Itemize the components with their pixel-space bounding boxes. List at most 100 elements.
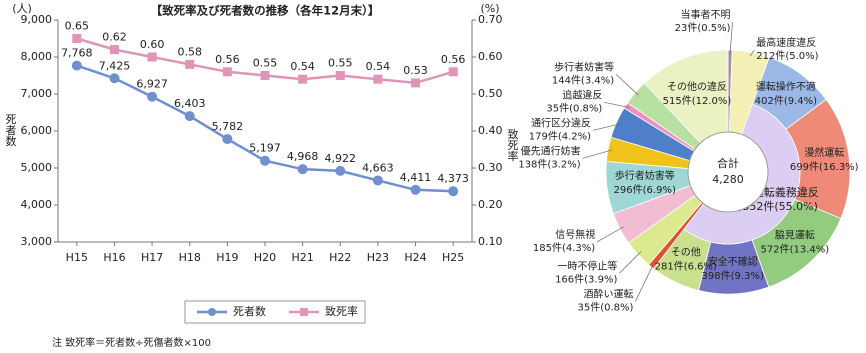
value-label: 0.54	[366, 60, 391, 73]
value-label: 5,197	[249, 142, 281, 155]
marker	[373, 74, 383, 84]
y2-tick-label: 0.40	[478, 124, 503, 137]
marker	[147, 91, 158, 102]
marker	[448, 186, 459, 197]
slice-value: 572件(13.4%)	[761, 243, 830, 255]
y-tick-label: 9,000	[21, 13, 53, 26]
slice-value: 398件(9.3%)	[702, 270, 764, 282]
marker	[222, 134, 233, 145]
y-tick-label: 7,000	[21, 87, 53, 100]
slice-name: 一時不停止等	[557, 259, 617, 272]
total-label: 合計	[717, 156, 739, 170]
slice-value: 296件(6.9%)	[614, 184, 676, 196]
legend-box	[184, 300, 366, 324]
y2-tick-label: 0.70	[478, 13, 503, 26]
y-tick-label: 8,000	[21, 50, 53, 63]
slice-name: 運転操作不適	[756, 80, 816, 93]
value-label: 4,922	[325, 152, 357, 165]
slice-name: その他の違反	[667, 80, 727, 93]
marker	[109, 45, 119, 55]
x-tick-label: H25	[442, 251, 464, 264]
value-label: 0.60	[140, 38, 165, 51]
value-label: 0.58	[177, 45, 202, 58]
x-tick-label: H19	[216, 251, 238, 264]
value-label: 7,425	[99, 59, 131, 72]
y2-tick-label: 0.30	[478, 161, 503, 174]
marker	[410, 184, 421, 195]
value-label: 6,403	[174, 97, 206, 110]
y-unit: (人)	[12, 2, 32, 15]
value-label: 0.53	[403, 64, 428, 77]
value-label: 0.55	[253, 57, 278, 70]
slice-value: 185件(4.3%)	[533, 242, 595, 254]
series-line	[76, 64, 454, 193]
x-tick-label: H22	[329, 251, 351, 264]
slice-name: 通行区分違反	[531, 116, 591, 129]
y-tick-label: 4,000	[21, 198, 53, 211]
leader-line	[635, 263, 654, 302]
x-tick-label: H18	[179, 251, 201, 264]
value-label: 4,411	[400, 171, 432, 184]
y2-unit: (%)	[480, 2, 499, 15]
slice-name: 歩行者妨害等	[615, 169, 675, 182]
slice-name: 優先通行妨害	[521, 144, 581, 157]
slice-value: 515件(12.0%)	[663, 95, 732, 107]
y-tick-label: 6,000	[21, 124, 53, 137]
x-tick-label: H20	[254, 251, 276, 264]
leader-line	[615, 74, 639, 96]
marker	[184, 111, 195, 122]
value-label: 0.62	[102, 31, 127, 44]
value-label: 5,782	[212, 120, 244, 133]
slice-name: 安全不確認	[708, 255, 758, 268]
slice-value: 402件(9.4%)	[755, 95, 817, 107]
marker	[335, 165, 346, 176]
y2-axis-label: 致死率	[506, 127, 519, 162]
value-label: 0.65	[65, 20, 90, 33]
slice-name: 当事者不明	[681, 8, 731, 21]
marker	[147, 52, 157, 62]
x-tick-label: H23	[367, 251, 389, 264]
legend-marker	[208, 308, 216, 316]
slice-value: 144件(3.4%)	[552, 74, 614, 86]
x-tick-label: H24	[404, 251, 426, 264]
slice-value: 699件(16.3%)	[790, 161, 859, 173]
center-hole	[687, 131, 769, 213]
legend-label: 死者数	[233, 305, 266, 318]
slice-value: 179件(4.2%)	[529, 130, 591, 142]
leader-line	[749, 49, 755, 57]
y2-tick-label: 0.20	[478, 198, 503, 211]
slice-value: 212件(5.0%)	[756, 50, 818, 62]
marker	[185, 59, 195, 69]
legend-marker	[300, 308, 308, 316]
marker	[411, 78, 421, 88]
x-tick-label: H15	[66, 251, 88, 264]
slice-name: 信号無視	[555, 228, 595, 241]
marker	[448, 67, 458, 77]
slice-name: 歩行者妨害等	[554, 60, 614, 73]
marker	[109, 73, 120, 84]
leader-line	[619, 251, 642, 274]
slice-value: 281件(6.6%)	[655, 260, 717, 272]
legend-label: 致死率	[325, 304, 358, 318]
y-tick-label: 5,000	[21, 161, 53, 174]
value-label: 7,768	[61, 47, 93, 60]
marker	[297, 164, 308, 175]
marker	[71, 60, 82, 71]
marker	[260, 155, 270, 166]
marker	[222, 67, 232, 77]
slice-name: 脇見運転	[775, 229, 815, 241]
marker	[372, 175, 383, 186]
slice-name: 追越違反	[562, 88, 602, 101]
x-tick-label: H17	[141, 251, 163, 264]
leader-line	[592, 123, 621, 131]
slice-name: 最高速度違反	[756, 36, 816, 49]
slice-value: 166件(3.9%)	[555, 273, 617, 285]
y2-tick-label: 0.50	[478, 87, 503, 100]
slice-value: 23件(0.5%)	[675, 22, 731, 34]
marker	[335, 71, 345, 80]
slice-value: 138件(3.2%)	[518, 158, 580, 170]
y2-tick-label: 0.60	[478, 50, 503, 63]
value-label: 4,663	[362, 161, 394, 174]
marker	[72, 34, 82, 43]
